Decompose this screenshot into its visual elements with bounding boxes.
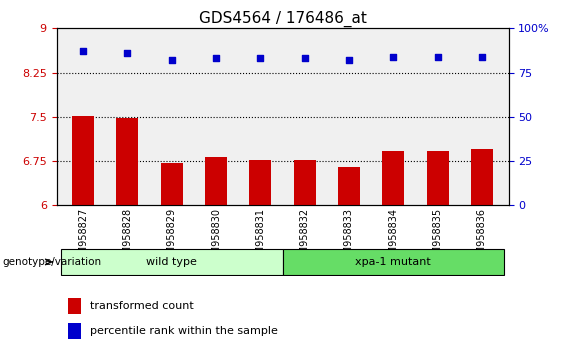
FancyBboxPatch shape <box>282 249 504 275</box>
Bar <box>205 157 227 205</box>
Bar <box>116 118 138 205</box>
Point <box>123 50 132 56</box>
Bar <box>471 149 493 205</box>
Bar <box>68 298 81 314</box>
Point <box>389 54 398 59</box>
Point <box>300 56 309 61</box>
Text: transformed count: transformed count <box>90 301 194 311</box>
Point <box>79 48 88 53</box>
Text: wild type: wild type <box>146 257 197 267</box>
Point <box>477 54 486 59</box>
Title: GDS4564 / 176486_at: GDS4564 / 176486_at <box>198 11 367 27</box>
Point <box>345 57 354 63</box>
Point <box>433 54 442 59</box>
Point <box>256 55 265 61</box>
Bar <box>72 116 94 205</box>
Point <box>211 55 220 61</box>
Bar <box>427 151 449 205</box>
Point <box>167 57 176 62</box>
Bar <box>160 163 183 205</box>
Bar <box>68 323 81 339</box>
Bar <box>249 160 271 205</box>
Bar <box>294 160 316 205</box>
Bar <box>338 167 360 205</box>
FancyBboxPatch shape <box>61 249 282 275</box>
Bar <box>382 151 405 205</box>
Text: percentile rank within the sample: percentile rank within the sample <box>90 326 278 336</box>
Text: genotype/variation: genotype/variation <box>3 257 102 267</box>
Text: xpa-1 mutant: xpa-1 mutant <box>355 257 431 267</box>
